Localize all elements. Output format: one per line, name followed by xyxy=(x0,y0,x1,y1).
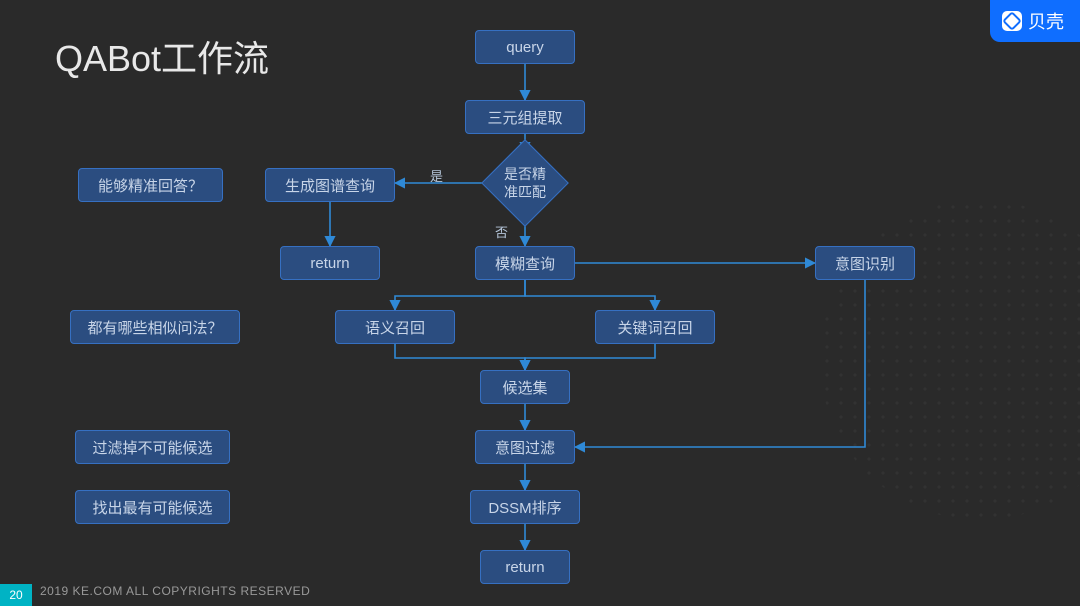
flow-node-intent_rec: 意图识别 xyxy=(815,246,915,280)
flow-node-kw: 关键词召回 xyxy=(595,310,715,344)
slide-title: QABot工作流 xyxy=(55,30,269,82)
flow-node-precise: 是否精准匹配 xyxy=(494,152,556,214)
flow-node-q3: 过滤掉不可能候选 xyxy=(75,430,230,464)
flow-edge xyxy=(395,280,525,310)
flow-node-q2: 都有哪些相似问法？ xyxy=(70,310,240,344)
brand-text: 贝壳 xyxy=(1028,8,1064,34)
flow-node-q1: 能够精准回答？ xyxy=(78,168,223,202)
slide: QABot工作流 贝壳 query 三元组提取是否精准匹配 生成图谱查询 return… xyxy=(0,0,1080,606)
flow-node-return1: return xyxy=(280,246,380,280)
footer-copyright: 2019 KE.COM ALL COPYRIGHTS RESERVED xyxy=(40,584,310,598)
flow-edge-label: 是 xyxy=(430,166,443,185)
flow-node-q4: 找出最有可能候选 xyxy=(75,490,230,524)
brand-icon xyxy=(1002,11,1022,31)
flow-node-ifilter: 意图过滤 xyxy=(475,430,575,464)
flow-node-cand: 候选集 xyxy=(480,370,570,404)
flow-edge xyxy=(395,344,525,370)
flow-node-sem: 语义召回 xyxy=(335,310,455,344)
flow-node-query: query xyxy=(475,30,575,64)
flow-edge xyxy=(525,344,655,370)
flow-edge xyxy=(525,280,655,310)
flow-edge-label: 否 xyxy=(495,222,508,241)
flow-node-fuzzy: 模糊查询 xyxy=(475,246,575,280)
flow-node-triple: 三元组提取 xyxy=(465,100,585,134)
flow-node-graphq: 生成图谱查询 xyxy=(265,168,395,202)
brand-badge: 贝壳 xyxy=(990,0,1080,42)
flow-node-return2: return xyxy=(480,550,570,584)
page-number: 20 xyxy=(0,584,32,606)
flow-node-dssm: DSSM排序 xyxy=(470,490,580,524)
flow-node-label: 是否精准匹配 xyxy=(504,165,546,201)
